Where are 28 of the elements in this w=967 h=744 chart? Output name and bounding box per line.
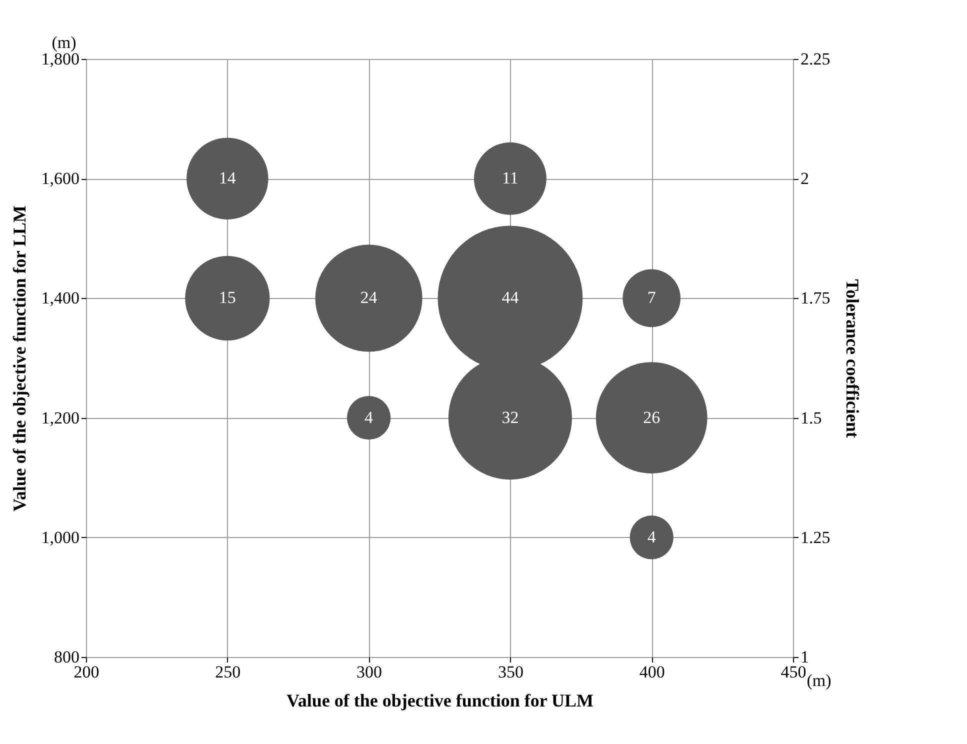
y2-axis-title: Tolerance coefficient [842,279,862,438]
text: (m) [806,671,832,690]
data-label: 11 [502,168,518,188]
data-label: 4 [647,527,656,546]
data-label: 15 [218,288,236,308]
y2-tick-label: 2.25 [800,50,830,68]
x-tick-label: 400 [639,662,665,682]
x-tick-label: 350 [498,662,524,682]
data-label: 4 [364,408,374,427]
data-label: 32 [502,408,519,427]
data-label: 24 [360,288,378,308]
y-tick-label: 1,200 [41,408,80,428]
y-tick-label: 1,400 [41,288,80,308]
data-label: 44 [502,288,520,308]
data-label: 26 [643,408,660,427]
y-tick-label: 1,000 [41,528,80,547]
text: (m) [52,33,76,52]
data-label: 14 [218,168,236,188]
data-label: 7 [647,288,656,308]
x-tick-label: 300 [356,662,382,682]
x-tick-label: 250 [215,662,241,682]
y2-tick-label: 1.25 [800,528,830,547]
y-axis-title: Value of the objective function for LLM [9,206,30,512]
y-tick-label: 1,600 [41,169,80,188]
y2-tick-label: 1.5 [800,408,822,428]
y2-tick-label: 2 [800,169,809,188]
y2-tick-label: 1.75 [800,288,830,308]
x-axis-title: Value of the objective function for ULM [286,690,594,710]
